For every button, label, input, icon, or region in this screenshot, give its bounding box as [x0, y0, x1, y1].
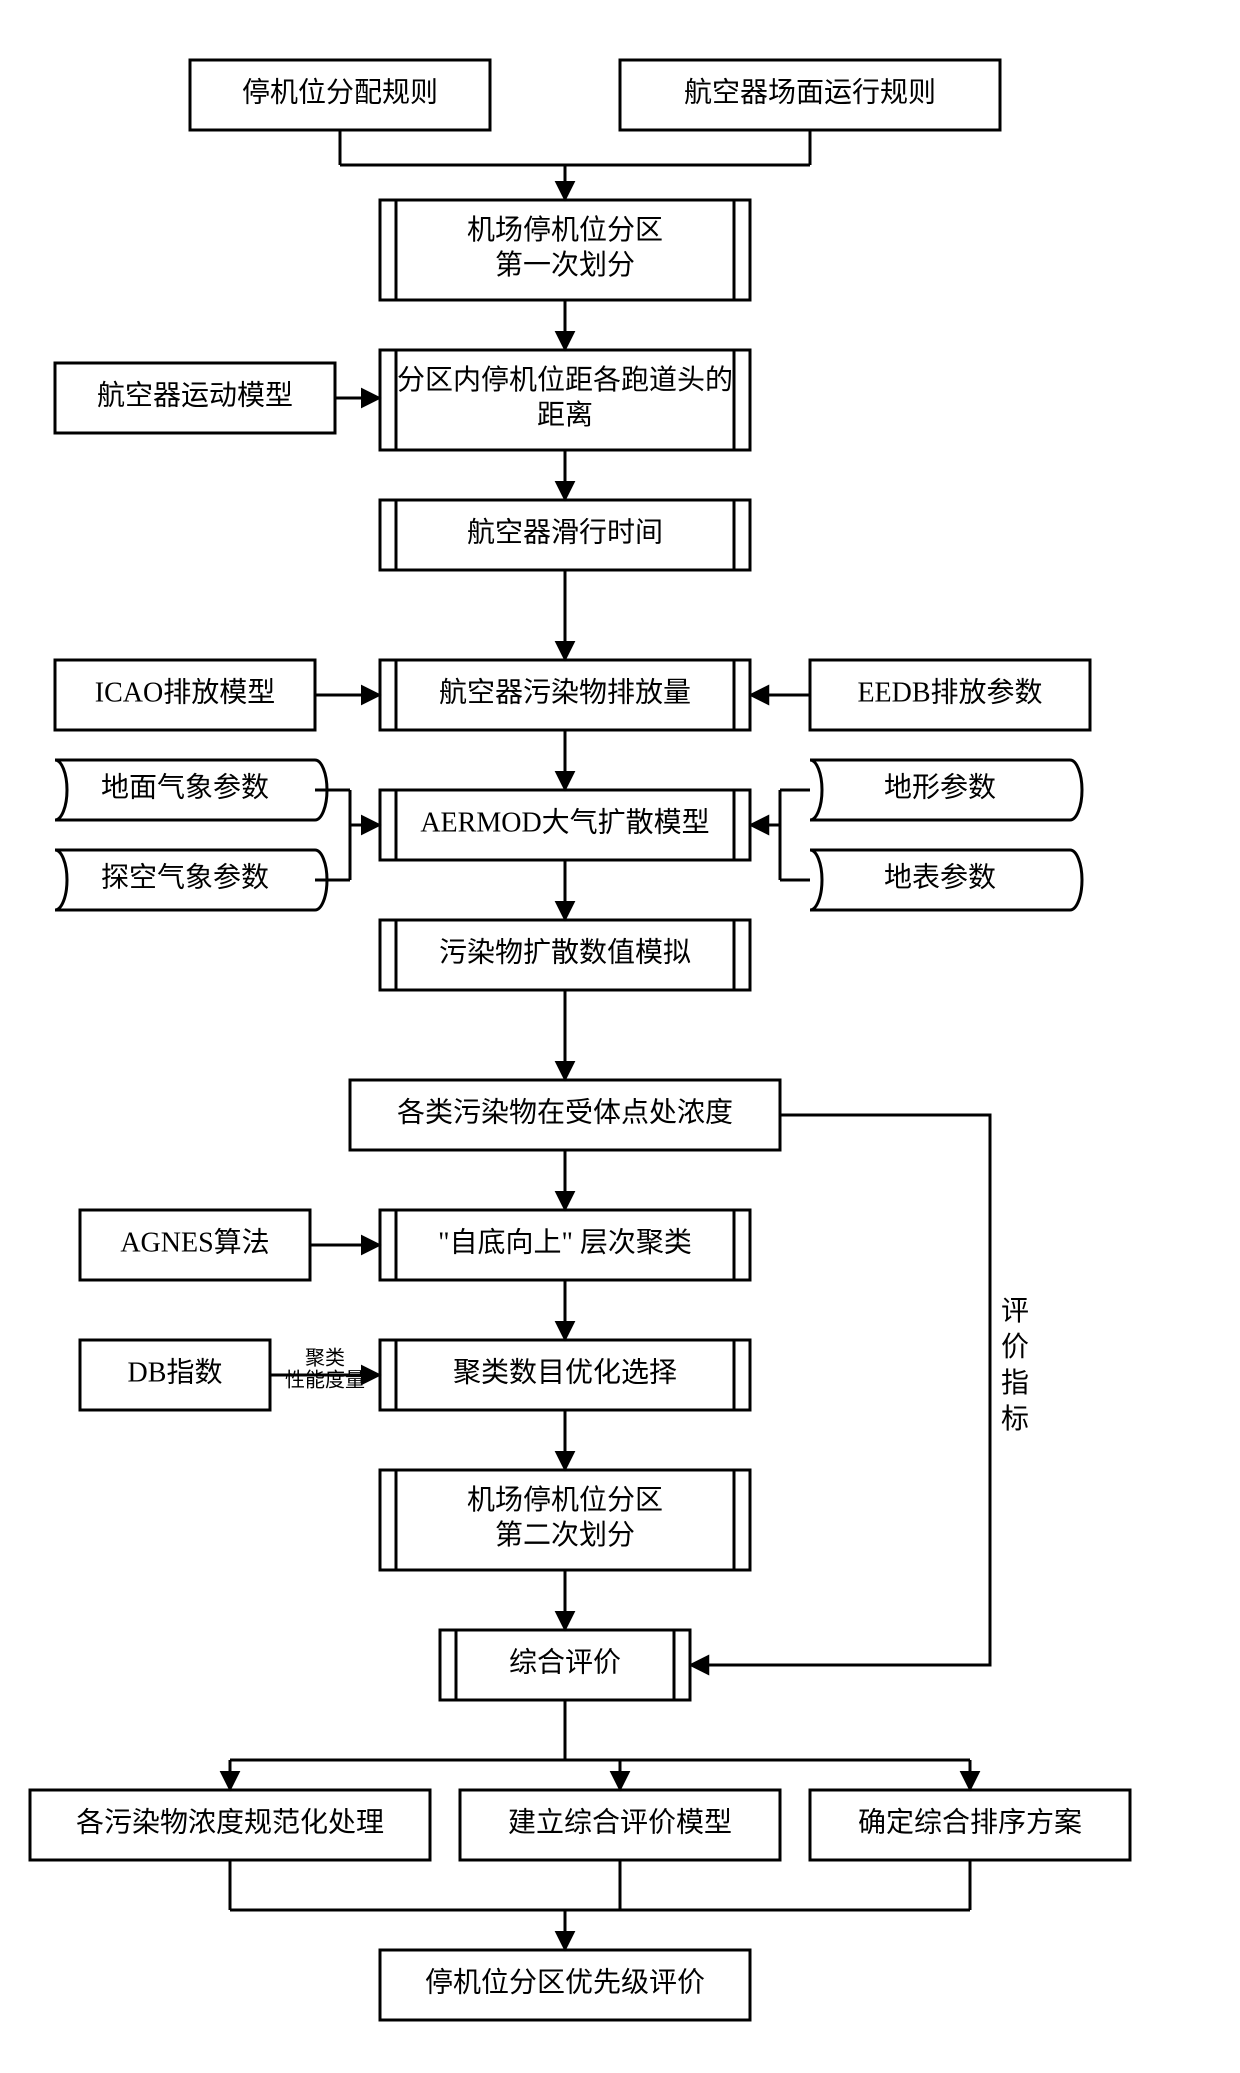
svg-text:评: 评 — [1001, 1296, 1029, 1327]
node-label: 分区内停机位距各跑道头的 — [397, 364, 733, 396]
node-n15: 污染物扩散数值模拟 — [380, 920, 750, 990]
svg-text:性能度量: 性能度量 — [285, 1369, 365, 1392]
node-label: 航空器滑行时间 — [467, 516, 663, 548]
node-label: 停机位分区优先级评价 — [425, 1966, 705, 1998]
node-label: 各类污染物在受体点处浓度 — [397, 1096, 733, 1128]
node-n25: 确定综合排序方案 — [810, 1790, 1130, 1860]
node-n23: 各污染物浓度规范化处理 — [30, 1790, 430, 1860]
node-n21: 机场停机位分区第二次划分 — [380, 1470, 750, 1570]
node-label: 第一次划分 — [495, 249, 635, 281]
node-label: 各污染物浓度规范化处理 — [76, 1806, 384, 1838]
node-label: 确定综合排序方案 — [858, 1806, 1082, 1838]
svg-text:价: 价 — [1001, 1332, 1029, 1363]
node-label: 污染物扩散数值模拟 — [439, 936, 691, 968]
node-label: ICAO排放模型 — [95, 676, 275, 708]
node-n4: 航空器运动模型 — [55, 363, 335, 433]
node-label: 地面气象参数 — [101, 771, 269, 803]
node-n14: 地表参数 — [810, 850, 1082, 910]
node-n13: 地形参数 — [810, 760, 1082, 820]
node-n2: 航空器场面运行规则 — [620, 60, 1000, 130]
node-n17: AGNES算法 — [80, 1210, 310, 1280]
node-n6: 航空器滑行时间 — [380, 500, 750, 570]
node-n10: 地面气象参数 — [55, 760, 327, 820]
node-n22: 综合评价 — [440, 1630, 690, 1700]
node-n20: 聚类数目优化选择 — [380, 1340, 750, 1410]
svg-text:指: 指 — [1001, 1367, 1029, 1399]
node-label: 机场停机位分区 — [467, 1484, 663, 1516]
node-n12: AERMOD大气扩散模型 — [380, 790, 750, 860]
node-label: DB指数 — [128, 1356, 223, 1388]
node-label: 探空气象参数 — [101, 861, 269, 893]
node-label: 距离 — [537, 399, 593, 431]
svg-text:聚类: 聚类 — [305, 1347, 345, 1370]
node-label: 第二次划分 — [495, 1519, 635, 1551]
node-label: 停机位分配规则 — [242, 76, 438, 108]
node-n26: 停机位分区优先级评价 — [380, 1950, 750, 2020]
node-n7: ICAO排放模型 — [55, 660, 315, 730]
node-n24: 建立综合评价模型 — [460, 1790, 780, 1860]
node-n11: 探空气象参数 — [55, 850, 327, 910]
node-n8: 航空器污染物排放量 — [380, 660, 750, 730]
node-n3: 机场停机位分区第一次划分 — [380, 200, 750, 300]
node-n9: EEDB排放参数 — [810, 660, 1090, 730]
node-n5: 分区内停机位距各跑道头的距离 — [380, 350, 750, 450]
node-label: 航空器场面运行规则 — [684, 76, 936, 108]
node-label: 聚类数目优化选择 — [453, 1356, 677, 1388]
node-label: 航空器污染物排放量 — [439, 676, 691, 708]
svg-text:标: 标 — [1001, 1403, 1029, 1435]
node-label: AERMOD大气扩散模型 — [420, 806, 709, 838]
node-label: EEDB排放参数 — [857, 676, 1042, 708]
node-label: "自底向上" 层次聚类 — [438, 1226, 692, 1258]
node-label: 航空器运动模型 — [97, 379, 293, 411]
node-label: 地表参数 — [884, 861, 996, 893]
node-label: AGNES算法 — [120, 1226, 269, 1258]
flowchart-canvas: 停机位分配规则 航空器场面运行规则机场停机位分区第一次划分航空器运动模型 分区内停机… — [0, 0, 1240, 2073]
node-label: 综合评价 — [509, 1646, 621, 1678]
node-label: 建立综合评价模型 — [508, 1806, 732, 1838]
node-n16: 各类污染物在受体点处浓度 — [350, 1080, 780, 1150]
node-label: 地形参数 — [884, 771, 996, 803]
node-n1: 停机位分配规则 — [190, 60, 490, 130]
node-n19: DB指数 — [80, 1340, 270, 1410]
node-n18: "自底向上" 层次聚类 — [380, 1210, 750, 1280]
node-label: 机场停机位分区 — [467, 214, 663, 246]
